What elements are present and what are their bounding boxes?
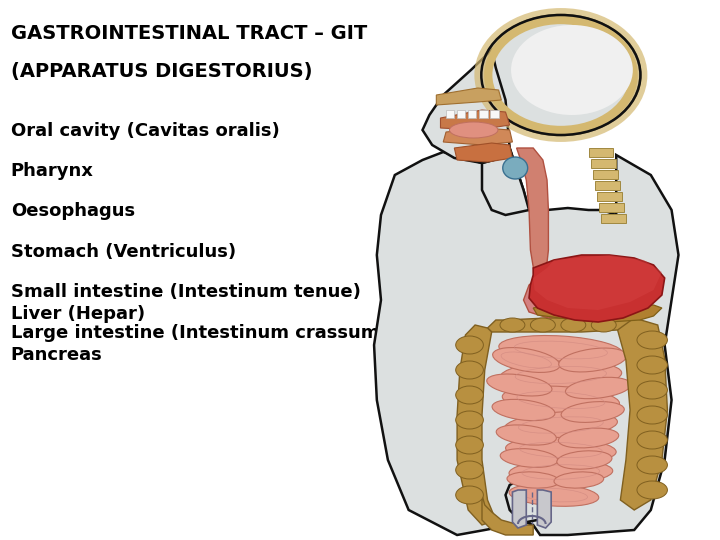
Polygon shape: [513, 490, 526, 528]
Ellipse shape: [456, 461, 483, 479]
Polygon shape: [618, 318, 667, 510]
Ellipse shape: [456, 411, 483, 429]
Polygon shape: [454, 143, 513, 162]
Text: Liver (Hepar): Liver (Hepar): [11, 305, 145, 323]
Ellipse shape: [503, 157, 528, 179]
Ellipse shape: [565, 377, 631, 399]
Polygon shape: [590, 159, 616, 168]
Polygon shape: [423, 50, 510, 163]
Polygon shape: [374, 148, 678, 535]
Polygon shape: [599, 203, 624, 212]
Ellipse shape: [637, 331, 667, 349]
Polygon shape: [436, 88, 501, 105]
Ellipse shape: [531, 318, 555, 332]
Polygon shape: [444, 128, 513, 145]
Ellipse shape: [507, 472, 559, 488]
Polygon shape: [516, 148, 549, 275]
Polygon shape: [490, 110, 498, 118]
Ellipse shape: [637, 406, 667, 424]
Polygon shape: [441, 110, 510, 130]
Text: Large intestine (Intestinum crassum): Large intestine (Intestinum crassum): [11, 324, 387, 342]
Ellipse shape: [449, 122, 498, 138]
Polygon shape: [457, 110, 465, 118]
Polygon shape: [597, 192, 622, 201]
Polygon shape: [446, 110, 454, 118]
Ellipse shape: [481, 15, 640, 135]
Polygon shape: [482, 495, 534, 535]
Ellipse shape: [499, 335, 623, 364]
Ellipse shape: [504, 411, 618, 438]
Ellipse shape: [503, 386, 619, 414]
Polygon shape: [457, 325, 496, 525]
Ellipse shape: [561, 318, 586, 332]
Polygon shape: [534, 255, 662, 310]
Ellipse shape: [456, 436, 483, 454]
Ellipse shape: [591, 318, 616, 332]
Ellipse shape: [456, 486, 483, 504]
Polygon shape: [529, 255, 665, 322]
Ellipse shape: [492, 400, 555, 421]
Ellipse shape: [456, 386, 483, 404]
Ellipse shape: [637, 431, 667, 449]
Polygon shape: [534, 305, 662, 322]
Ellipse shape: [492, 348, 560, 373]
Text: GASTROINTESTINAL TRACT – GIT: GASTROINTESTINAL TRACT – GIT: [11, 24, 367, 43]
Ellipse shape: [500, 318, 525, 332]
Polygon shape: [487, 318, 634, 332]
Ellipse shape: [637, 456, 667, 474]
Ellipse shape: [558, 428, 618, 448]
Polygon shape: [595, 181, 620, 190]
Text: Pharynx: Pharynx: [11, 162, 94, 180]
Ellipse shape: [456, 336, 483, 354]
Polygon shape: [523, 268, 598, 318]
Ellipse shape: [554, 472, 603, 488]
Text: Pancreas: Pancreas: [11, 346, 102, 363]
Ellipse shape: [637, 381, 667, 399]
Polygon shape: [593, 170, 618, 179]
Ellipse shape: [557, 451, 612, 469]
Ellipse shape: [559, 348, 626, 372]
Ellipse shape: [500, 449, 558, 468]
Text: Oesophagus: Oesophagus: [11, 202, 135, 220]
Ellipse shape: [496, 425, 557, 445]
Text: Small intestine (Intestinum tenue): Small intestine (Intestinum tenue): [11, 284, 361, 301]
Ellipse shape: [500, 361, 621, 389]
Ellipse shape: [509, 484, 599, 507]
Ellipse shape: [509, 460, 613, 484]
Ellipse shape: [637, 356, 667, 374]
Ellipse shape: [456, 361, 483, 379]
Polygon shape: [537, 490, 552, 528]
Polygon shape: [468, 110, 477, 118]
Ellipse shape: [511, 25, 633, 115]
Text: (APPARATUS DIGESTORIUS): (APPARATUS DIGESTORIUS): [11, 62, 312, 81]
Ellipse shape: [487, 374, 552, 396]
Ellipse shape: [637, 481, 667, 499]
Ellipse shape: [561, 402, 624, 422]
Text: Oral cavity (Cavitas oralis): Oral cavity (Cavitas oralis): [11, 122, 279, 139]
Text: Stomach (Ventriculus): Stomach (Ventriculus): [11, 243, 236, 261]
Polygon shape: [588, 148, 613, 157]
Polygon shape: [482, 148, 529, 215]
Polygon shape: [480, 110, 487, 118]
Ellipse shape: [505, 437, 616, 463]
Polygon shape: [601, 214, 626, 223]
